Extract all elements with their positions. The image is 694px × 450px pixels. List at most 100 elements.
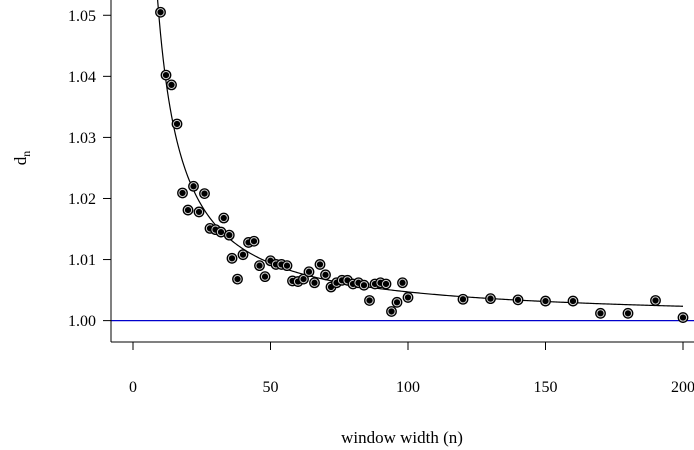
- data-point: [232, 273, 243, 285]
- fit-curve: [157, 0, 684, 307]
- x-axis: 0 50 100 150 200: [129, 342, 694, 396]
- data-point-ring: [227, 254, 237, 263]
- x-tick-label: 100: [396, 379, 420, 396]
- data-point: [540, 295, 551, 307]
- y-tick-label: 1.05: [68, 8, 96, 25]
- data-point: [391, 296, 403, 308]
- data-point: [226, 252, 238, 264]
- data-point: [650, 295, 661, 306]
- data-point: [320, 269, 331, 281]
- data-point: [248, 235, 260, 247]
- data-point: [485, 293, 496, 305]
- y-axis-label-base: d: [11, 156, 30, 165]
- data-point: [237, 249, 249, 261]
- data-point-ring: [216, 227, 226, 237]
- data-point: [218, 212, 230, 224]
- data-point-ring: [233, 274, 242, 284]
- data-point: [309, 277, 320, 289]
- data-point-ring: [651, 296, 660, 305]
- data-point: [402, 292, 414, 303]
- data-point-ring: [392, 298, 402, 307]
- data-point: [188, 180, 199, 192]
- data-point-ring: [365, 296, 374, 305]
- data-point: [622, 307, 634, 319]
- data-point-ring: [172, 119, 182, 129]
- data-point-ring: [458, 295, 468, 304]
- data-point-ring: [156, 8, 165, 17]
- data-point: [199, 188, 210, 199]
- x-tick-label: 200: [671, 379, 694, 396]
- data-point: [155, 6, 166, 18]
- x-axis-label: window width (n): [341, 428, 463, 447]
- data-point: [193, 206, 205, 218]
- data-point-ring: [359, 281, 369, 290]
- data-point-ring: [381, 279, 391, 289]
- data-point: [166, 79, 177, 91]
- data-point-ring: [678, 313, 688, 322]
- data-point: [358, 279, 370, 291]
- data-point: [386, 306, 397, 317]
- data-point-ring: [596, 309, 605, 318]
- data-point: [303, 266, 315, 278]
- data-point: [171, 118, 183, 130]
- y-axis-label-subscript: n: [19, 151, 33, 157]
- y-tick-label: 1.01: [68, 252, 96, 269]
- data-point: [567, 295, 579, 307]
- data-point: [223, 229, 235, 241]
- data-point: [254, 260, 265, 272]
- data-point-ring: [282, 261, 292, 270]
- data-point: [457, 293, 469, 305]
- data-point: [160, 69, 172, 81]
- y-tick-label: 1.00: [68, 313, 96, 330]
- data-point: [677, 312, 689, 323]
- data-point-ring: [219, 213, 228, 223]
- data-point-ring: [310, 278, 319, 287]
- data-point-ring: [161, 71, 171, 80]
- data-point-ring: [183, 205, 193, 215]
- data-point-ring: [238, 250, 248, 259]
- y-tick-label: 1.03: [68, 130, 96, 147]
- data-point-ring: [200, 189, 209, 198]
- data-point: [380, 278, 392, 290]
- data-point-ring: [255, 261, 264, 270]
- data-point-ring: [167, 80, 176, 89]
- data-point-ring: [260, 272, 270, 281]
- data-point: [215, 226, 227, 238]
- data-point-ring: [403, 293, 413, 302]
- data-point: [259, 271, 271, 283]
- y-tick-label: 1.02: [68, 191, 96, 208]
- fit-curve-group: [157, 0, 684, 307]
- data-point-ring: [178, 188, 187, 198]
- data-point-ring: [541, 296, 550, 306]
- data-point-ring: [189, 182, 198, 191]
- data-point: [397, 277, 408, 289]
- data-point-ring: [321, 270, 330, 279]
- x-tick-label: 0: [129, 379, 137, 396]
- data-point: [512, 294, 524, 306]
- data-point-ring: [299, 274, 308, 284]
- data-point: [182, 204, 194, 216]
- data-point: [595, 307, 606, 319]
- y-axis: 1.00 1.01 1.02 1.03 1.04 1.05: [68, 8, 111, 330]
- data-point: [364, 295, 375, 306]
- data-point-ring: [568, 296, 578, 306]
- data-point-ring: [398, 278, 407, 287]
- data-point-ring: [513, 295, 523, 304]
- data-point-ring: [304, 267, 314, 276]
- data-point: [281, 260, 293, 272]
- y-axis-label: dn: [11, 151, 33, 166]
- data-point: [314, 259, 326, 270]
- x-tick-label: 50: [263, 379, 279, 396]
- y-tick-label: 1.04: [68, 69, 96, 86]
- x-tick-label: 150: [534, 379, 558, 396]
- data-points: [155, 6, 689, 323]
- data-point-ring: [623, 309, 633, 318]
- data-point-ring: [486, 294, 495, 303]
- data-point-ring: [194, 207, 204, 217]
- data-point-ring: [249, 237, 259, 246]
- data-point: [177, 187, 188, 199]
- data-point-ring: [225, 231, 234, 240]
- data-point-ring: [315, 260, 325, 269]
- data-point: [298, 273, 309, 285]
